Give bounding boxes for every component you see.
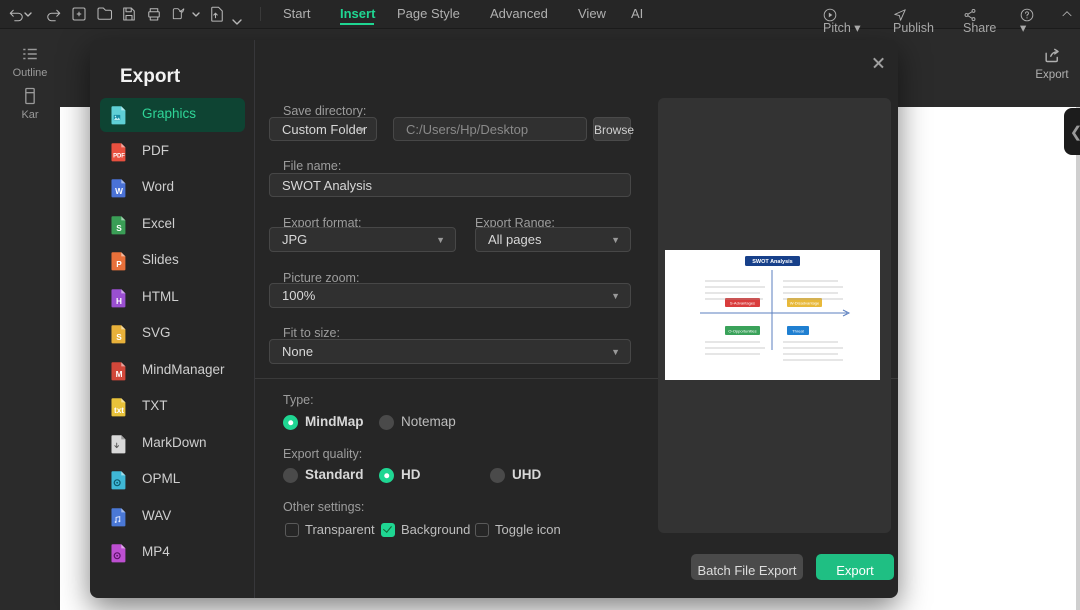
- svg-text:S: S: [116, 333, 122, 342]
- svg-text:P: P: [116, 260, 122, 269]
- svg-text:PDF: PDF: [113, 153, 125, 159]
- svg-text:M: M: [116, 369, 123, 378]
- svg-text:O-Opportunities: O-Opportunities: [728, 329, 756, 334]
- svg-text:S-Advantages: S-Advantages: [730, 301, 755, 306]
- svg-text:W-Disadvantage: W-Disadvantage: [790, 301, 820, 306]
- svg-text:Threat: Threat: [792, 329, 804, 334]
- svg-text:S: S: [116, 223, 122, 232]
- svg-text:W: W: [115, 187, 123, 196]
- svg-text:H: H: [116, 296, 122, 305]
- svg-text:SWOT Analysis: SWOT Analysis: [752, 259, 792, 265]
- svg-text:txt: txt: [114, 406, 124, 415]
